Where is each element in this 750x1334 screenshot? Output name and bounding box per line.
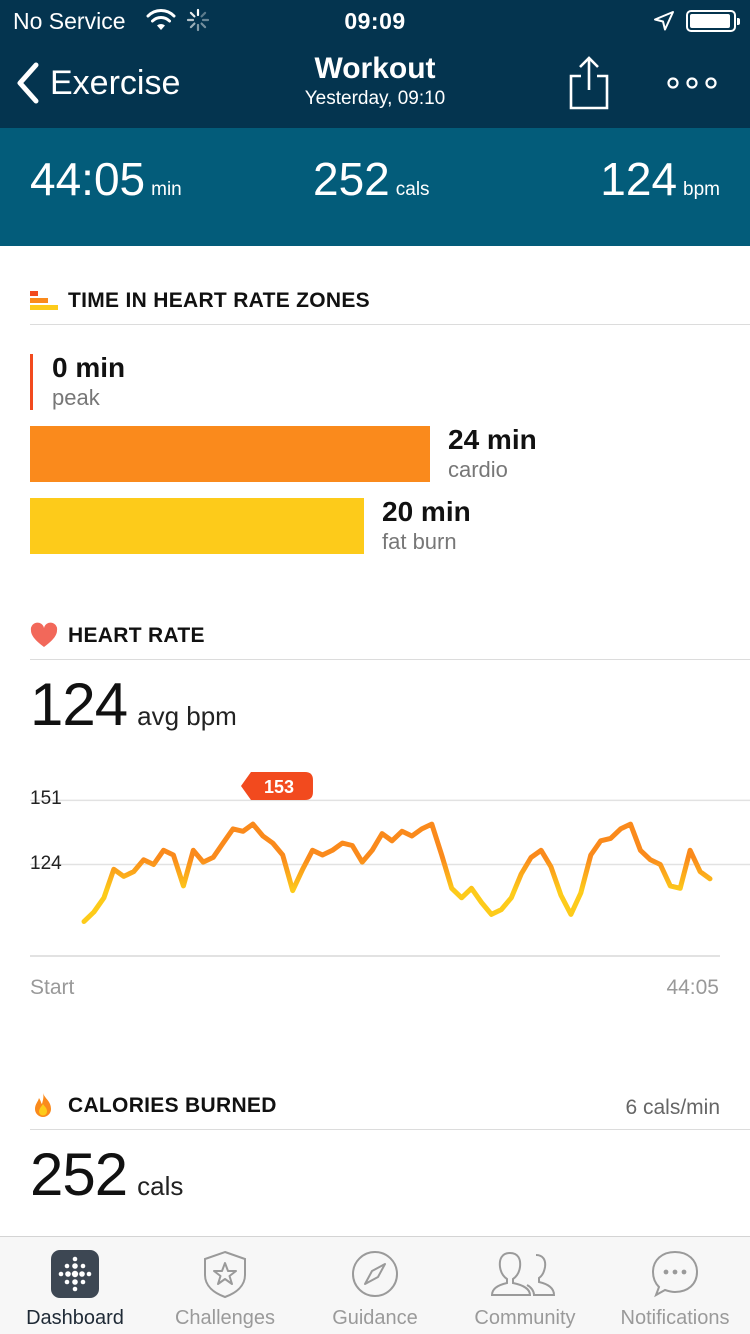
activity-spinner-icon — [186, 8, 210, 32]
tab-challenges-label: Challenges — [174, 1307, 276, 1329]
back-label: Exercise — [50, 63, 181, 102]
calories-total-unit: cals — [137, 1171, 184, 1201]
peak-badge: 153 — [240, 772, 313, 800]
community-people-icon — [490, 1251, 556, 1296]
zone-fat-burn-label: fat burn — [382, 529, 457, 554]
zones-bars-icon — [30, 291, 58, 310]
location-arrow-icon — [654, 11, 674, 31]
y-tick-label-124: 124 — [30, 852, 62, 874]
dashboard-icon — [51, 1250, 99, 1298]
calories-title: CALORIES BURNED — [68, 1094, 277, 1117]
summary-calories: 252 cals — [313, 152, 430, 206]
tab-dashboard-label: Dashboard — [26, 1307, 124, 1329]
zone-peak-bar — [30, 354, 33, 410]
calories-total: 252 cals — [30, 1140, 183, 1209]
peak-badge-shape — [240, 772, 313, 800]
x-axis-end-label: 44:05 — [666, 976, 719, 999]
compass-icon — [352, 1251, 398, 1297]
tab-notifications-label: Notifications — [620, 1307, 730, 1329]
flame-icon — [35, 1093, 51, 1117]
tab-dashboard[interactable]: Dashboard — [0, 1237, 150, 1334]
y-tick-label-151: 151 — [30, 788, 62, 810]
summary-duration-value: 44:05 — [30, 153, 146, 205]
summary-heart-rate: 124 bpm — [600, 152, 720, 206]
heart-rate-title: HEART RATE — [68, 624, 205, 647]
summary-calories-unit: cals — [395, 179, 430, 200]
summary-duration-unit: min — [151, 179, 182, 200]
summary-heart-rate-unit: bpm — [683, 179, 720, 200]
tab-notifications[interactable]: Notifications — [600, 1237, 750, 1334]
zone-cardio-value: 24 min — [448, 424, 537, 455]
peak-badge-value: 153 — [264, 777, 294, 797]
zone-peak-label: peak — [52, 385, 100, 410]
tab-bar: Dashboard Challenges Guidance Community … — [0, 1236, 750, 1334]
notifications-chat-icon — [651, 1250, 699, 1298]
heart-rate-average-value: 124 — [30, 671, 128, 738]
summary-heart-rate-value: 124 — [600, 153, 678, 205]
status-bar: No Service 09:09 — [0, 0, 750, 40]
zone-fat-burn-bar — [30, 498, 364, 554]
share-icon[interactable] — [566, 54, 612, 112]
heart-rate-chart: 153 151 124 — [0, 760, 750, 1010]
calories-section-header: CALORIES BURNED 6 cals/min — [30, 1080, 750, 1130]
zone-cardio-label: cardio — [448, 457, 508, 482]
tab-challenges[interactable]: Challenges — [150, 1237, 300, 1334]
carrier-label: No Service — [13, 8, 126, 34]
more-icon[interactable] — [664, 68, 720, 98]
back-button[interactable]: Exercise — [14, 58, 180, 108]
page-title: Workout — [314, 52, 436, 85]
zone-cardio-bar — [30, 426, 430, 482]
calories-rate: 6 cals/min — [625, 1096, 720, 1119]
page-subtitle: Yesterday, 09:10 — [304, 88, 446, 109]
heart-rate-average: 124 avg bpm — [30, 670, 237, 739]
heart-icon — [30, 622, 58, 647]
heart-rate-series-line — [81, 821, 713, 924]
zones-title: TIME IN HEART RATE ZONES — [68, 289, 370, 312]
page-title-block: Workout Yesterday, 09:10 — [0, 52, 750, 110]
workout-summary: 44:05 min 252 cals 124 bpm — [0, 128, 750, 246]
challenges-star-icon — [204, 1250, 246, 1299]
summary-calories-value: 252 — [313, 153, 390, 205]
heart-rate-chart-svg: 153 — [30, 772, 750, 957]
zone-fat-burn-value: 20 min — [382, 496, 471, 527]
header: No Service 09:09 — [0, 0, 750, 128]
zone-peak-value: 0 min — [52, 352, 126, 383]
heart-rate-section-header: HEART RATE — [30, 610, 750, 660]
heart-rate-average-unit: avg bpm — [137, 701, 237, 731]
calories-total-value: 252 — [30, 1141, 128, 1208]
summary-duration: 44:05 min — [30, 152, 182, 206]
status-time: 09:09 — [344, 8, 406, 34]
tab-guidance[interactable]: Guidance — [300, 1237, 450, 1334]
x-axis-start-label: Start — [30, 976, 75, 999]
nav-bar: Exercise Workout Yesterday, 09:10 — [0, 40, 750, 128]
tab-community[interactable]: Community — [450, 1237, 600, 1334]
tab-community-label: Community — [474, 1307, 576, 1329]
battery-icon — [686, 10, 740, 32]
chevron-left-icon — [17, 62, 39, 104]
zones-section-header: TIME IN HEART RATE ZONES — [30, 275, 750, 325]
tab-guidance-label: Guidance — [332, 1307, 418, 1329]
wifi-icon — [146, 9, 176, 30]
